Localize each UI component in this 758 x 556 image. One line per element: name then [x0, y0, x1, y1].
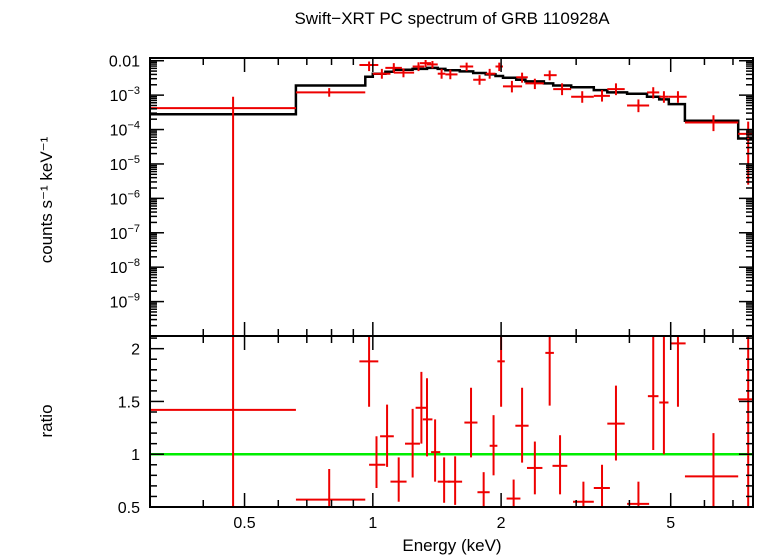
- spectrum-data-point: [525, 78, 544, 90]
- spectrum-data-point: [684, 115, 739, 132]
- y-tick-label: 0.5: [118, 500, 140, 517]
- model-curve: [150, 66, 753, 140]
- ratio-data-point: [684, 433, 739, 507]
- y-tick-label: 10−5: [110, 154, 140, 174]
- ratio-data-point: [506, 479, 521, 507]
- ratio-data-point: [447, 456, 463, 505]
- ratio-data-point: [295, 469, 366, 507]
- spectrum-data-point: [437, 68, 446, 79]
- spectrum-data-point: [502, 80, 523, 93]
- y-tick-label: 1: [131, 447, 140, 464]
- spectrum-data-point: [385, 63, 402, 73]
- spectrum-data-point: [393, 68, 415, 78]
- data-points-group: [150, 59, 753, 336]
- spectrum-data-point: [627, 99, 650, 113]
- spectrum-data-point: [412, 62, 425, 72]
- ratio-data-point: [150, 336, 296, 507]
- x-tick-label: 1: [368, 515, 377, 532]
- chart-title: Swift−XRT PC spectrum of GRB 110928A: [294, 9, 610, 28]
- x-axis-title: Energy (keV): [402, 536, 501, 555]
- y-tick-label: 10−7: [110, 223, 140, 243]
- ratio-panel: 0.5 1 2 5 0.5 1 1.5 2: [118, 335, 754, 532]
- spectrum-data-point: [295, 88, 366, 97]
- spectrum-data-point: [372, 68, 391, 79]
- spectrum-data-point: [607, 83, 625, 96]
- y-tick-label: 10−6: [110, 188, 140, 208]
- ratio-data-point: [415, 371, 427, 444]
- ratio-data-point: [359, 336, 379, 407]
- spectrum-data-point: [473, 75, 486, 85]
- spectrum-data-point: [459, 62, 474, 72]
- spectrum-data-point: [445, 69, 458, 80]
- ratio-data-point: [545, 336, 554, 406]
- y-tick-label: 10−4: [110, 120, 140, 140]
- ratio-data-point: [659, 336, 669, 455]
- spectrum-panel: 0.01 10−3 10−4 10−5 10−6 10−7 10−8 10−9: [109, 54, 754, 337]
- plot-frame: [149, 335, 754, 508]
- spectrum-data-point: [647, 87, 660, 99]
- spectrum-data-point: [668, 91, 687, 103]
- spectrum-axes: 0.01 10−3 10−4 10−5 10−6 10−7 10−8 10−9: [109, 54, 754, 337]
- ratio-data-point: [464, 387, 478, 458]
- y-tick-label: 2: [131, 342, 140, 359]
- spectrum-y-axis-title: counts s⁻¹ keV⁻¹: [37, 136, 56, 263]
- spectrum-data-point: [659, 91, 669, 103]
- ratio-data-point: [552, 435, 568, 495]
- ratio-data-point: [477, 472, 490, 507]
- spectrum-data-point: [543, 70, 557, 81]
- ratio-data-point: [489, 415, 498, 476]
- ratio-data-point: [369, 436, 386, 488]
- ratio-data-point: [627, 481, 650, 507]
- spectrum-data-point: [593, 90, 610, 102]
- y-tick-label: 10−8: [110, 257, 140, 277]
- spectrum-data-point: [516, 72, 528, 83]
- ratio-y-axis-title: ratio: [37, 404, 56, 437]
- spectrum-data-point: [426, 61, 438, 69]
- spectrum-data-point: [359, 61, 379, 72]
- ratio-axes: 0.5 1 2 5 0.5 1 1.5 2: [118, 335, 754, 532]
- ratio-data-point: [670, 336, 686, 407]
- ratio-data-point: [738, 336, 753, 507]
- spectrum-data-point: [571, 91, 594, 103]
- ratio-data-point: [405, 408, 420, 478]
- x-tick-label: 5: [666, 515, 675, 532]
- spectrum-data-point: [553, 83, 572, 96]
- spectrum-data-point: [485, 68, 496, 79]
- ratio-data-point: [526, 441, 543, 495]
- spectrum-data-point: [150, 96, 296, 336]
- y-tick-label: 1.5: [118, 394, 140, 411]
- spectrum-data-point: [419, 59, 432, 68]
- ratio-data-point: [437, 457, 451, 503]
- x-tick-label: 2: [497, 515, 506, 532]
- ratio-data-point: [515, 387, 529, 463]
- ratio-data-point: [647, 336, 659, 450]
- ratio-data-point: [422, 378, 433, 457]
- ratio-data-point: [431, 419, 441, 482]
- ratio-data-point: [390, 457, 407, 502]
- ratio-data-point: [380, 404, 394, 467]
- y-tick-label: 10−3: [110, 85, 140, 105]
- y-tick-label: 0.01: [109, 54, 140, 71]
- ratio-points-group: [150, 336, 753, 507]
- ratio-data-point: [593, 464, 610, 507]
- model-curve-group: [150, 66, 753, 140]
- ratio-data-point: [607, 385, 625, 461]
- x-tick-label: 0.5: [233, 515, 255, 532]
- y-tick-label: 10−9: [110, 292, 140, 312]
